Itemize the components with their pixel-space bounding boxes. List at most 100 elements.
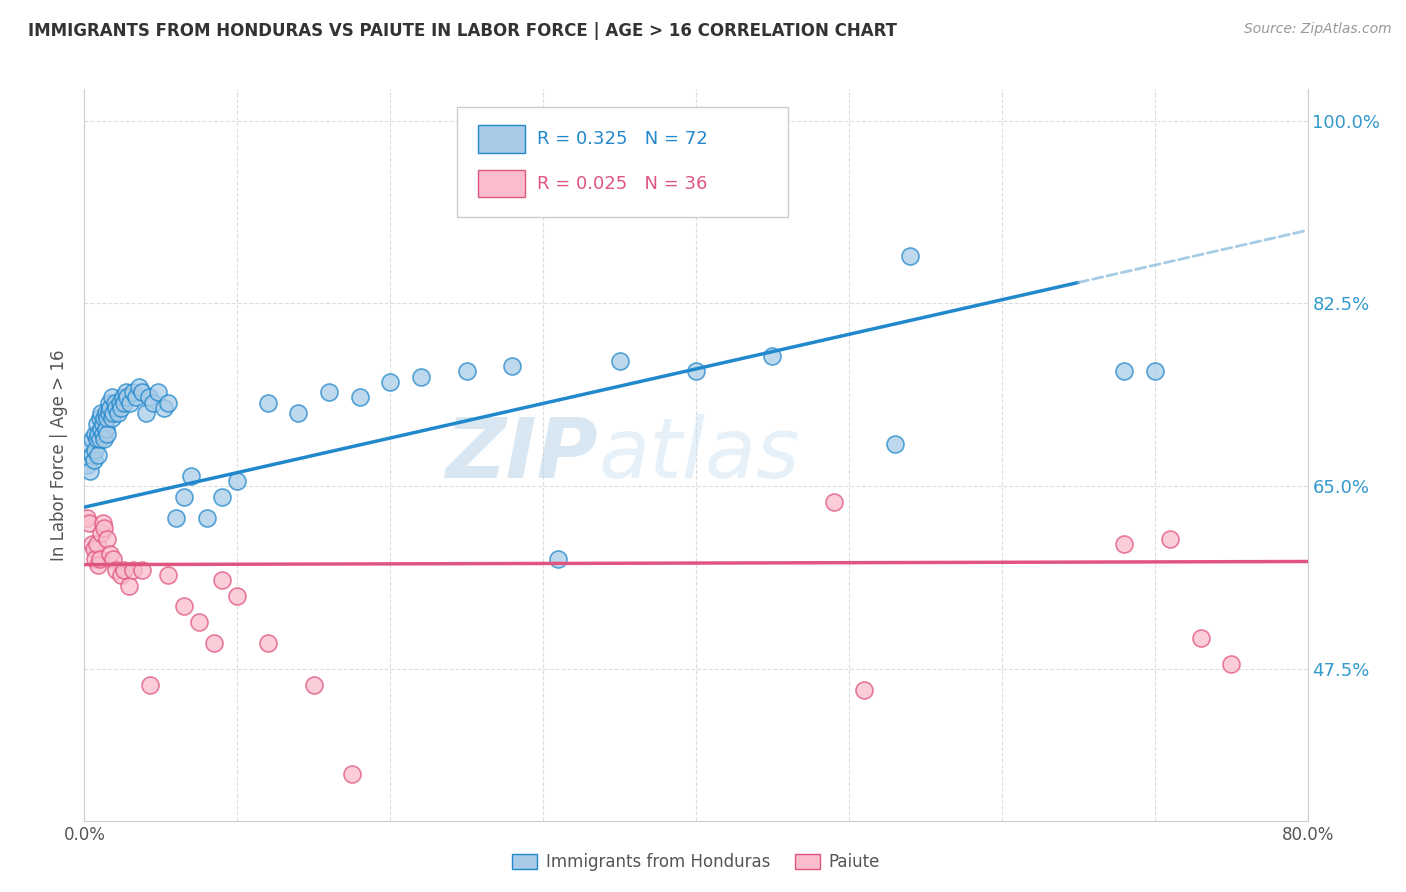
Point — [83, 541, 105, 556]
Point — [77, 516, 100, 530]
Point — [138, 391, 160, 405]
Point — [122, 385, 145, 400]
Point — [112, 395, 135, 409]
Point — [77, 437, 100, 451]
Point — [108, 395, 131, 409]
Point — [118, 578, 141, 592]
Point — [302, 678, 325, 692]
Point — [188, 615, 211, 629]
Point — [157, 568, 180, 582]
Point — [91, 427, 114, 442]
Point — [94, 406, 117, 420]
Point — [146, 385, 169, 400]
Point — [96, 427, 118, 442]
Point — [131, 385, 153, 400]
Point — [90, 406, 112, 420]
Bar — [478, 125, 524, 153]
Point — [165, 510, 187, 524]
Point — [105, 563, 128, 577]
Point — [90, 526, 112, 541]
Point — [93, 432, 115, 446]
Point — [86, 432, 108, 446]
Point — [1143, 364, 1166, 378]
Point — [105, 401, 128, 415]
Point — [87, 427, 110, 442]
Point — [761, 349, 783, 363]
Point — [685, 364, 707, 378]
Point — [97, 406, 120, 420]
Point — [131, 563, 153, 577]
Text: ZIP: ZIP — [446, 415, 598, 495]
Point — [79, 464, 101, 478]
Point — [91, 417, 114, 431]
Point — [1189, 631, 1212, 645]
Point — [287, 406, 309, 420]
Point — [173, 599, 195, 614]
Point — [84, 552, 107, 566]
Point — [122, 563, 145, 577]
Point — [257, 395, 280, 409]
Point — [1114, 364, 1136, 378]
Point — [211, 490, 233, 504]
Point — [502, 359, 524, 373]
Text: IMMIGRANTS FROM HONDURAS VS PAIUTE IN LABOR FORCE | AGE > 16 CORRELATION CHART: IMMIGRANTS FROM HONDURAS VS PAIUTE IN LA… — [28, 22, 897, 40]
Point — [609, 354, 631, 368]
Point — [128, 380, 150, 394]
Point — [96, 411, 118, 425]
Point — [87, 448, 110, 462]
Point — [101, 411, 124, 425]
Point — [115, 391, 138, 405]
Bar — [478, 169, 524, 197]
Point — [226, 474, 249, 488]
Point — [91, 516, 114, 530]
Point — [104, 395, 127, 409]
Text: Source: ZipAtlas.com: Source: ZipAtlas.com — [1244, 22, 1392, 37]
Text: R = 0.325   N = 72: R = 0.325 N = 72 — [537, 130, 707, 148]
Point — [98, 547, 121, 561]
Point — [456, 364, 478, 378]
Point — [89, 432, 111, 446]
Point — [257, 636, 280, 650]
Point — [226, 589, 249, 603]
Point — [173, 490, 195, 504]
Text: atlas: atlas — [598, 415, 800, 495]
Point — [80, 432, 103, 446]
Point — [898, 249, 921, 263]
Point — [120, 395, 142, 409]
Point — [84, 442, 107, 457]
Point — [83, 453, 105, 467]
Point — [80, 537, 103, 551]
Point — [86, 417, 108, 431]
Point — [823, 495, 845, 509]
Point — [180, 468, 202, 483]
Point — [114, 385, 136, 400]
Point — [202, 636, 225, 650]
Point — [125, 391, 148, 405]
Point — [409, 369, 432, 384]
Point — [103, 552, 125, 566]
Point — [96, 532, 118, 546]
Y-axis label: In Labor Force | Age > 16: In Labor Force | Age > 16 — [49, 349, 67, 561]
Point — [97, 395, 120, 409]
Point — [107, 406, 129, 420]
Point — [112, 563, 135, 577]
Point — [111, 391, 134, 405]
FancyBboxPatch shape — [457, 108, 787, 218]
Point — [1114, 537, 1136, 551]
Point — [1220, 657, 1243, 671]
Text: R = 0.025   N = 36: R = 0.025 N = 36 — [537, 175, 707, 193]
Point — [349, 391, 371, 405]
Point — [76, 458, 98, 473]
Point — [93, 411, 115, 425]
Point — [80, 448, 103, 462]
Point — [93, 521, 115, 535]
Point — [153, 401, 176, 415]
Point — [103, 406, 125, 420]
Point — [98, 401, 121, 415]
Legend: Immigrants from Honduras, Paiute: Immigrants from Honduras, Paiute — [506, 847, 886, 878]
Point — [318, 385, 340, 400]
Point — [853, 683, 876, 698]
Point — [340, 766, 363, 780]
Point — [139, 678, 162, 692]
Point — [84, 427, 107, 442]
